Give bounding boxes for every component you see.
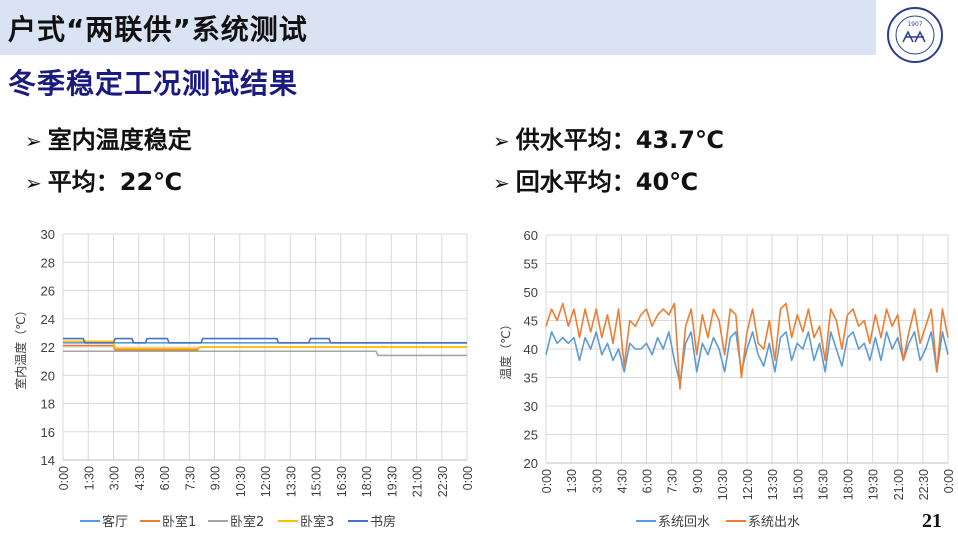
x-tick-label: 15:00 <box>310 466 324 497</box>
x-tick-label: 0:00 <box>942 469 956 493</box>
arrow-bullet-icon: ➢ <box>493 129 510 153</box>
y-tick-label: 30 <box>41 227 55 242</box>
x-tick-label: 6:00 <box>158 466 172 490</box>
y-tick-label: 18 <box>41 397 55 412</box>
series-line-系统回水 <box>545 331 949 385</box>
y-tick-label: 30 <box>524 399 538 414</box>
y-tick-label: 60 <box>524 228 538 243</box>
x-tick-label: 3:00 <box>108 466 122 490</box>
x-tick-label: 19:30 <box>867 469 881 500</box>
legend-label: 卧室2 <box>230 514 264 530</box>
y-tick-label: 25 <box>524 428 538 443</box>
series-line-卧室2 <box>63 350 467 357</box>
legend-label: 客厅 <box>102 514 128 530</box>
y-tick-label: 24 <box>41 312 55 327</box>
slide-title: 户式“两联供”系统测试 <box>8 13 308 46</box>
y-tick-label: 26 <box>41 284 55 299</box>
bullet-text: 回水平均：40℃ <box>515 168 699 196</box>
x-tick-label: 0:00 <box>540 469 554 493</box>
y-axis-label: 温度（℃） <box>498 318 513 379</box>
y-tick-label: 20 <box>524 456 538 471</box>
x-tick-label: 1:30 <box>82 466 96 490</box>
bullet-left-1: ➢ 室内温度稳定 <box>25 120 192 155</box>
x-tick-label: 12:00 <box>741 469 755 500</box>
x-tick-label: 22:30 <box>917 469 931 500</box>
x-tick-label: 21:00 <box>411 466 425 497</box>
x-tick-label: 18:00 <box>360 466 374 497</box>
y-tick-label: 14 <box>41 453 55 468</box>
x-tick-label: 0:00 <box>461 466 475 490</box>
y-tick-label: 20 <box>41 368 55 383</box>
y-tick-label: 40 <box>524 342 538 357</box>
x-tick-label: 22:30 <box>436 466 450 497</box>
arrow-bullet-icon: ➢ <box>25 171 42 195</box>
x-tick-label: 12:00 <box>259 466 273 497</box>
header-band <box>0 0 876 55</box>
x-tick-label: 7:30 <box>666 469 680 493</box>
y-tick-label: 16 <box>41 425 55 440</box>
y-tick-label: 45 <box>524 314 538 329</box>
x-tick-label: 10:30 <box>716 469 730 500</box>
bullet-right-1: ➢ 供水平均：43.7℃ <box>493 120 724 155</box>
x-tick-label: 13:30 <box>766 469 780 500</box>
y-axis-label: 室内温度（℃） <box>13 304 28 389</box>
x-tick-label: 0:00 <box>57 466 71 490</box>
slide-subtitle: 冬季稳定工况测试结果 <box>8 67 299 100</box>
bullet-text: 室内温度稳定 <box>47 126 192 154</box>
series-line-系统出水 <box>545 302 949 390</box>
x-tick-label: 16:30 <box>816 469 830 500</box>
bullet-left-2: ➢ 平均：22℃ <box>25 162 182 197</box>
y-tick-label: 35 <box>524 371 538 386</box>
x-tick-label: 18:00 <box>842 469 856 500</box>
x-tick-label: 9:00 <box>209 466 223 490</box>
page-number: 21 <box>922 510 942 532</box>
x-tick-label: 13:30 <box>284 466 298 497</box>
bullet-text: 供水平均：43.7℃ <box>515 126 725 154</box>
university-logo: 1907 <box>887 7 943 63</box>
y-tick-label: 55 <box>524 257 538 272</box>
legend-label: 卧室3 <box>300 514 334 530</box>
arrow-bullet-icon: ➢ <box>493 171 510 195</box>
svg-text:1907: 1907 <box>907 21 922 28</box>
y-tick-label: 22 <box>41 340 55 355</box>
x-tick-label: 9:00 <box>691 469 705 493</box>
x-tick-label: 21:00 <box>892 469 906 500</box>
x-tick-label: 4:30 <box>133 466 147 490</box>
x-tick-label: 15:00 <box>791 469 805 500</box>
legend-label: 系统出水 <box>748 515 800 530</box>
x-tick-label: 7:30 <box>183 466 197 490</box>
x-tick-label: 19:30 <box>385 466 399 497</box>
legend-label: 系统回水 <box>658 515 710 530</box>
x-tick-label: 3:00 <box>590 469 604 493</box>
series-line-书房 <box>63 337 467 344</box>
x-tick-label: 16:30 <box>335 466 349 497</box>
series-line-卧室3 <box>63 340 467 350</box>
x-tick-label: 6:00 <box>641 469 655 493</box>
arrow-bullet-icon: ➢ <box>25 129 42 153</box>
y-tick-label: 50 <box>524 285 538 300</box>
x-tick-label: 1:30 <box>565 469 579 493</box>
bullet-text: 平均：22℃ <box>47 168 183 196</box>
bullet-right-2: ➢ 回水平均：40℃ <box>493 162 698 197</box>
legend-label: 卧室1 <box>162 514 196 530</box>
x-tick-label: 10:30 <box>234 466 248 497</box>
legend-label: 书房 <box>370 514 396 530</box>
y-tick-label: 28 <box>41 255 55 270</box>
x-tick-label: 4:30 <box>615 469 629 493</box>
